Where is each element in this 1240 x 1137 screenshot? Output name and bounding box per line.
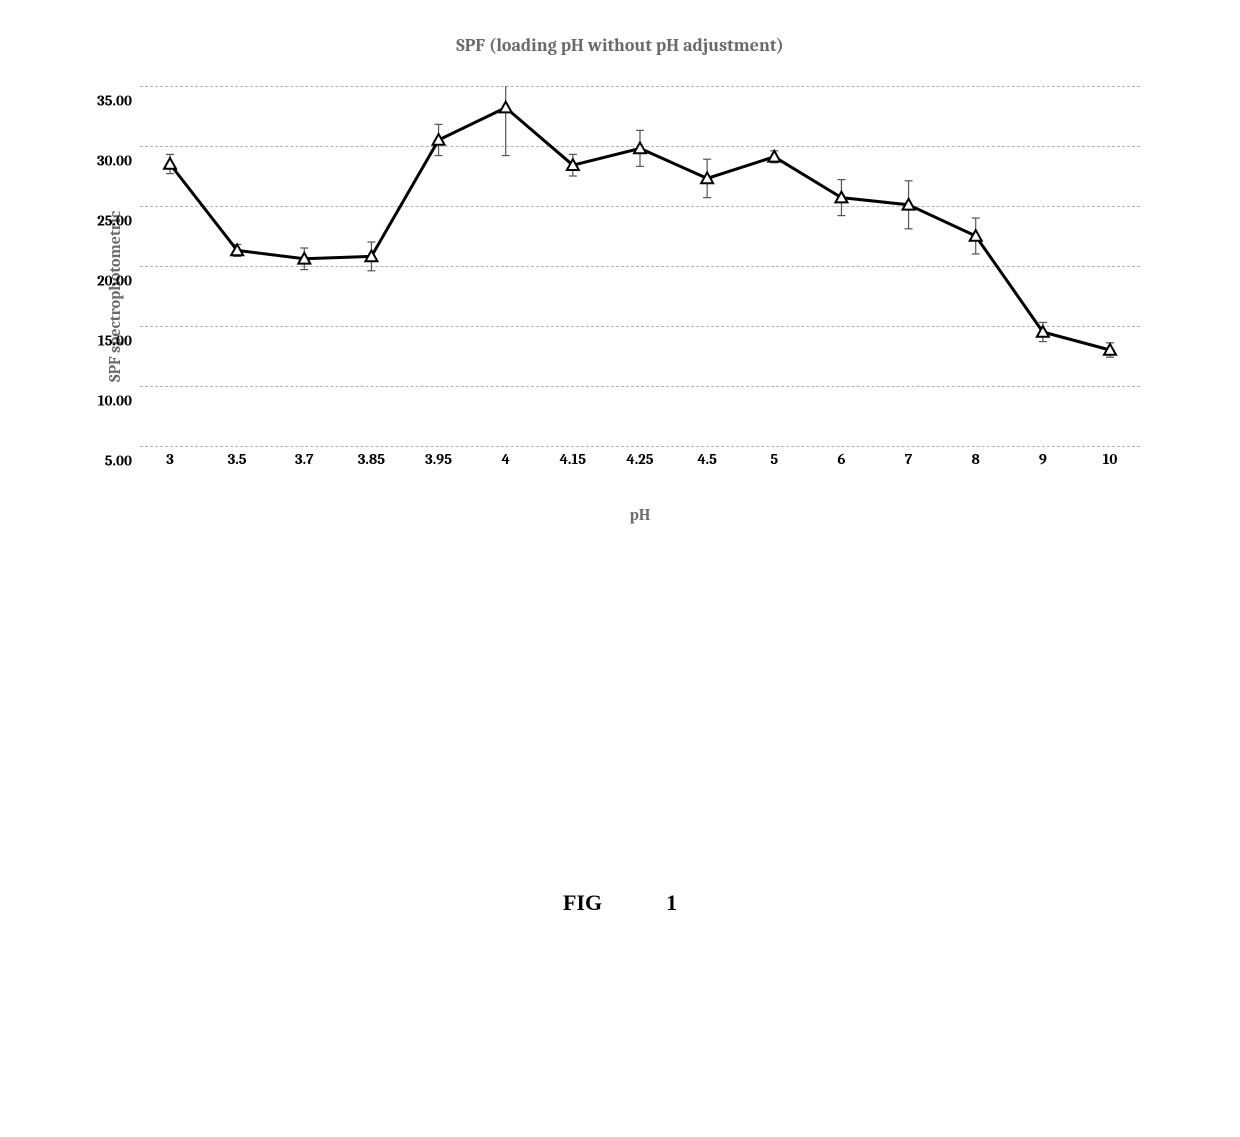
figure-label-number: 1 — [666, 890, 677, 915]
grid-line — [140, 446, 1140, 447]
plot-wrapper: SPF spectrophotometric 35.0030.0025.0020… — [100, 86, 1140, 506]
x-tick-label: 8 — [972, 450, 980, 468]
chart-title: SPF (loading pH without pH adjustment) — [100, 35, 1140, 56]
x-tick-label: 3.85 — [358, 450, 385, 468]
x-tick-label: 3.7 — [295, 450, 313, 468]
x-tick-label: 9 — [1039, 450, 1047, 468]
y-tick-label: 25.00 — [82, 214, 132, 229]
figure-caption: FIG 1 — [0, 890, 1240, 916]
data-point-marker — [500, 102, 512, 113]
y-tick-label: 35.00 — [82, 94, 132, 109]
line-series — [140, 86, 1140, 446]
y-axis-ticks: 35.0030.0025.0020.0015.0010.005.00 — [124, 86, 140, 446]
x-tick-label: 5 — [770, 450, 778, 468]
y-tick-label: 20.00 — [82, 274, 132, 289]
x-tick-label: 7 — [905, 450, 912, 468]
data-point-marker — [768, 151, 780, 162]
x-tick-label: 4.25 — [626, 450, 653, 468]
y-tick-label: 30.00 — [82, 154, 132, 169]
y-tick-label: 15.00 — [82, 334, 132, 349]
x-tick-label: 4.5 — [697, 450, 717, 468]
x-tick-label: 4.15 — [560, 450, 586, 468]
plot-area: 33.53.73.853.9544.154.254.55678910 pH — [140, 86, 1140, 446]
spf-chart: SPF (loading pH without pH adjustment) S… — [100, 35, 1140, 535]
data-point-marker — [634, 142, 646, 153]
x-tick-label: 4 — [502, 450, 510, 468]
y-tick-label: 10.00 — [82, 394, 132, 409]
x-axis-label: pH — [140, 506, 1140, 524]
x-axis-ticks: 3 3.5 3.7 3.85 3.95 4 4.15 4.25 4.5 5 6 7 8 9 10 — [140, 450, 1140, 474]
x-tick-label: 3.95 — [425, 450, 452, 468]
error-bar — [502, 86, 510, 156]
x-tick-label: 10 — [1103, 450, 1118, 468]
figure-label-prefix: FIG — [563, 890, 602, 915]
y-axis-label: SPF spectrophotometric — [100, 86, 124, 506]
x-tick-label: 6 — [837, 450, 845, 468]
y-tick-label: 5.00 — [82, 454, 132, 469]
x-tick-label: 3 — [166, 450, 174, 468]
data-point-marker — [164, 158, 176, 169]
x-tick-label: 3.5 — [228, 450, 247, 468]
